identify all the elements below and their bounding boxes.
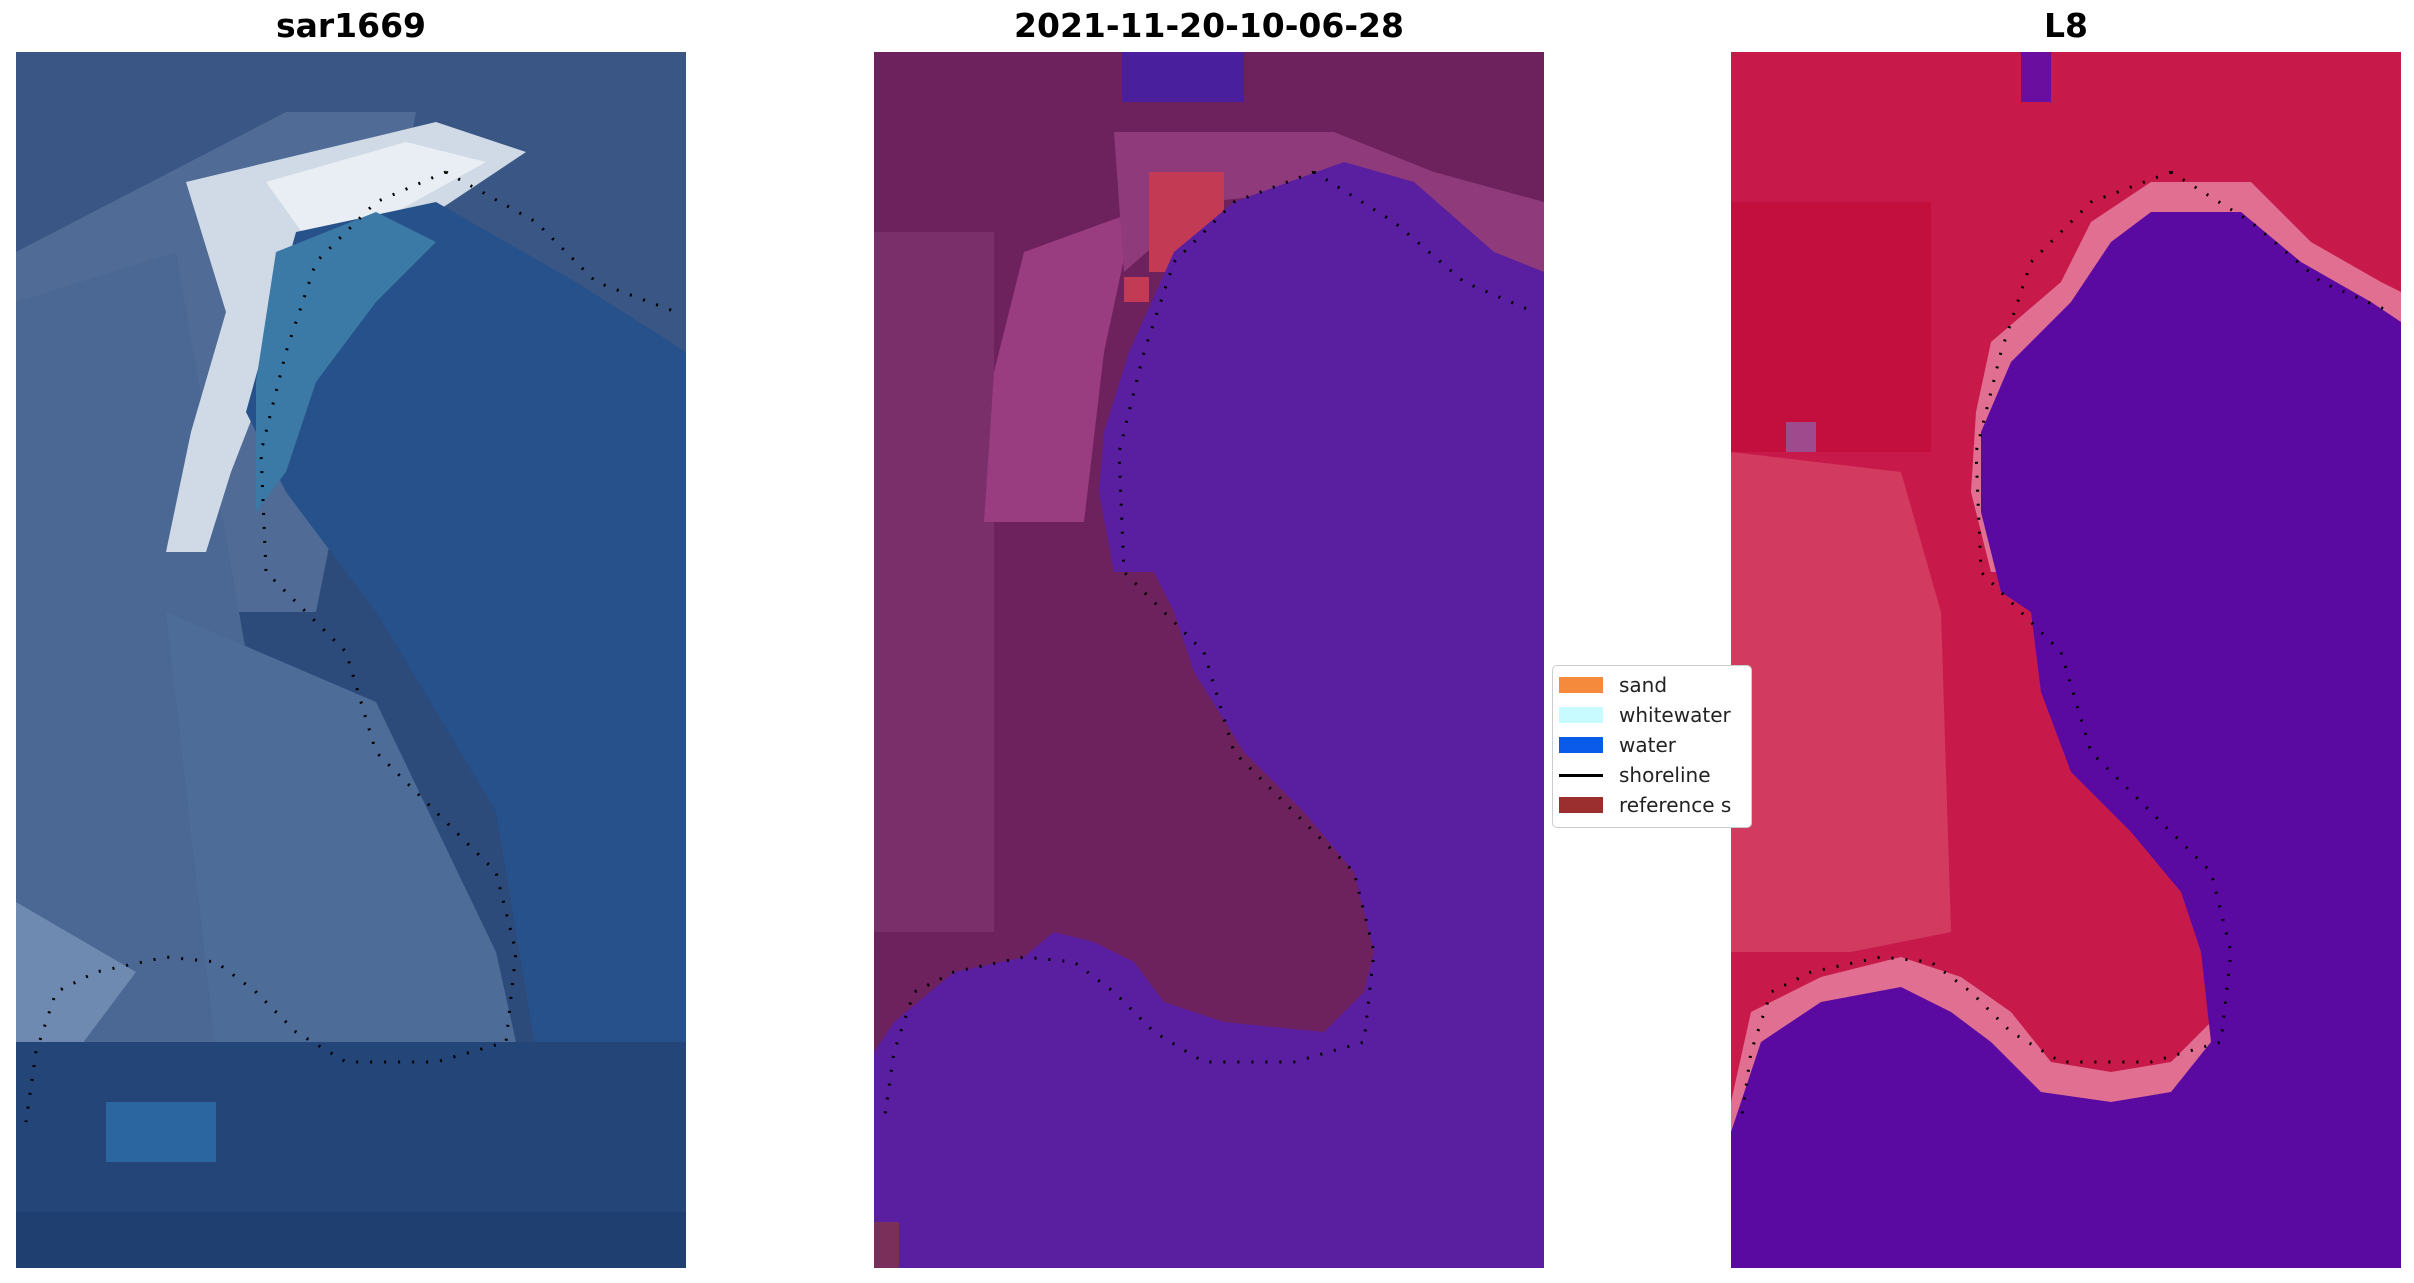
legend-swatch-whitewater — [1559, 707, 1603, 723]
panel-title-index: L8 — [2044, 6, 2088, 45]
rgb-image — [16, 52, 686, 1268]
legend-swatch-water — [1559, 737, 1603, 753]
legend-item-shoreline: shoreline — [1559, 763, 1711, 787]
legend-item-reference: reference s — [1559, 793, 1732, 817]
legend-item-water: water — [1559, 733, 1676, 757]
classified-image — [874, 52, 1544, 1268]
legend-item-whitewater: whitewater — [1559, 703, 1731, 727]
legend-label-sand: sand — [1619, 673, 1668, 697]
legend-label-water: water — [1619, 733, 1676, 757]
legend: sand whitewater water shoreline referenc… — [1552, 665, 1752, 828]
rgb-image-panel — [16, 52, 686, 1268]
index-image-panel — [1731, 52, 2401, 1268]
legend-label-reference: reference s — [1619, 793, 1732, 817]
legend-label-whitewater: whitewater — [1619, 703, 1731, 727]
classified-image-panel — [874, 52, 1544, 1268]
legend-label-shoreline: shoreline — [1619, 763, 1711, 787]
legend-line-shoreline — [1559, 773, 1603, 777]
index-image — [1731, 52, 2401, 1268]
legend-swatch-reference — [1559, 797, 1603, 813]
legend-item-sand: sand — [1559, 673, 1668, 697]
panel-title-rgb: sar1669 — [275, 6, 427, 45]
panel-title-classified: 2021-11-20-10-06-28 — [1014, 6, 1404, 45]
legend-swatch-sand — [1559, 677, 1603, 693]
